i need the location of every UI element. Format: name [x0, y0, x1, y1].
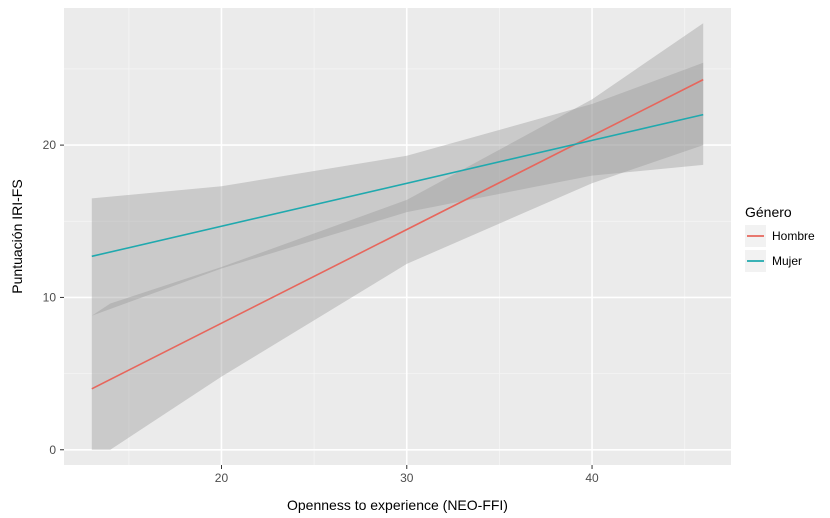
legend-keys: Hombre Mujer — [745, 225, 815, 272]
y-tick-label: 0 — [49, 443, 56, 457]
confidence-ribbons — [91, 23, 704, 450]
axis-ticks — [60, 144, 593, 469]
legend-title: Género — [745, 204, 792, 220]
y-tick-label: 10 — [43, 290, 57, 304]
series-line-mujer — [91, 113, 704, 258]
y-axis-title: Puntuación IRI-FS — [9, 179, 25, 293]
y-tick-label: 20 — [43, 138, 57, 152]
legend: Género Hombre Mujer — [745, 204, 815, 272]
x-tick-label: 40 — [585, 471, 599, 485]
grid-major — [64, 8, 731, 465]
series-lines — [91, 78, 704, 390]
legend-label-mujer: Mujer — [772, 254, 802, 268]
ci-ribbon-hombre — [91, 23, 704, 450]
x-axis-title: Openness to experience (NEO-FFI) — [287, 497, 508, 513]
grid-minor — [64, 8, 731, 465]
axis-tick-labels: 20 30 40 0 10 20 — [43, 138, 599, 485]
ci-ribbon-mujer — [91, 62, 704, 316]
series-line-hombre — [91, 78, 704, 390]
x-tick-label: 30 — [400, 471, 414, 485]
x-tick-label: 20 — [215, 471, 229, 485]
legend-label-hombre: Hombre — [772, 229, 815, 243]
